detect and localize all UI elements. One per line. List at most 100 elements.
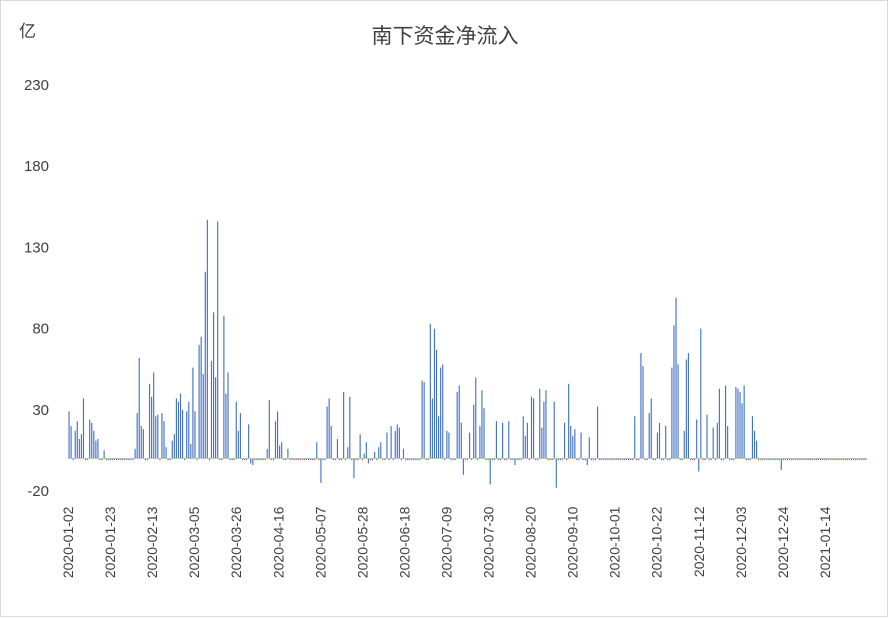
bar: [264, 458, 266, 461]
bar: [157, 414, 159, 459]
bar: [557, 458, 559, 461]
bar: [272, 458, 274, 461]
bar: [169, 458, 171, 461]
bar: [295, 458, 297, 461]
bar: [258, 458, 260, 461]
bar: [109, 458, 111, 461]
bar: [640, 352, 642, 459]
bar: [774, 458, 776, 461]
bar: [782, 458, 784, 461]
bar: [636, 458, 638, 461]
bar: [644, 458, 646, 461]
x-tick-label: 2020-11-12: [691, 506, 707, 577]
bar: [184, 458, 186, 461]
bar: [124, 458, 126, 461]
bar: [520, 458, 522, 461]
bar: [84, 458, 87, 461]
bar: [438, 416, 440, 459]
bar: [76, 421, 78, 459]
bar: [828, 458, 830, 461]
x-tick-label: 2020-09-10: [565, 506, 581, 578]
bar: [196, 458, 198, 461]
bar: [175, 398, 177, 459]
bar: [316, 442, 318, 459]
x-tick-label: 2020-05-07: [312, 506, 328, 578]
bar: [206, 219, 208, 459]
bar: [215, 377, 217, 459]
bar: [380, 442, 382, 459]
bar: [855, 458, 857, 461]
bar: [433, 328, 436, 459]
bar: [233, 458, 235, 461]
bar: [530, 396, 533, 459]
bar: [138, 357, 140, 459]
bar: [390, 426, 392, 459]
y-tick-label: 180: [24, 158, 49, 175]
bar: [809, 458, 811, 461]
bar: [541, 427, 543, 459]
bar: [442, 364, 444, 459]
bar: [239, 413, 241, 459]
bar: [630, 458, 632, 461]
bar: [285, 458, 287, 461]
bar: [683, 430, 685, 459]
bar: [526, 422, 528, 459]
bar: [404, 458, 407, 461]
bar: [136, 413, 138, 459]
bar: [491, 458, 493, 461]
bar: [91, 422, 93, 459]
bar: [826, 458, 828, 461]
bar: [615, 458, 617, 461]
bar: [646, 458, 648, 461]
bar: [669, 458, 671, 461]
bar: [171, 440, 173, 459]
bar: [561, 458, 564, 461]
bar: [799, 458, 801, 461]
bar: [186, 411, 188, 459]
bar: [627, 458, 630, 461]
bar: [570, 426, 572, 459]
bar: [146, 458, 149, 461]
bar: [522, 416, 524, 459]
bar: [392, 458, 394, 461]
bar: [652, 458, 654, 461]
bar: [194, 411, 196, 459]
bar: [727, 426, 729, 459]
bar: [134, 448, 136, 459]
bar: [506, 458, 508, 461]
bar: [533, 398, 535, 459]
bar: [677, 364, 679, 459]
bar: [72, 458, 74, 461]
bar: [762, 458, 764, 461]
bar: [151, 396, 153, 459]
bar: [254, 458, 256, 461]
x-tick-label: 2020-08-20: [523, 506, 539, 578]
bar: [349, 396, 351, 459]
bar: [770, 458, 772, 461]
bar: [590, 458, 592, 461]
bar: [446, 430, 448, 459]
bar: [78, 439, 80, 459]
bar: [386, 432, 388, 459]
bar: [394, 430, 396, 459]
bar: [741, 403, 743, 459]
bar: [291, 458, 293, 461]
bar: [805, 458, 807, 461]
bar: [698, 458, 700, 472]
x-tick-label: 2020-01-23: [102, 506, 118, 578]
bar: [423, 382, 425, 459]
bar: [599, 458, 601, 461]
bar: [815, 458, 817, 461]
bar: [332, 458, 334, 461]
bar: [822, 458, 824, 461]
bar: [650, 398, 652, 459]
bar: [621, 458, 623, 461]
bar: [111, 458, 113, 461]
bar: [576, 458, 578, 461]
bar: [716, 422, 718, 459]
bar: [99, 458, 101, 461]
bar: [597, 406, 599, 459]
bar: [270, 458, 272, 461]
bar: [293, 458, 295, 461]
bar: [768, 458, 770, 461]
